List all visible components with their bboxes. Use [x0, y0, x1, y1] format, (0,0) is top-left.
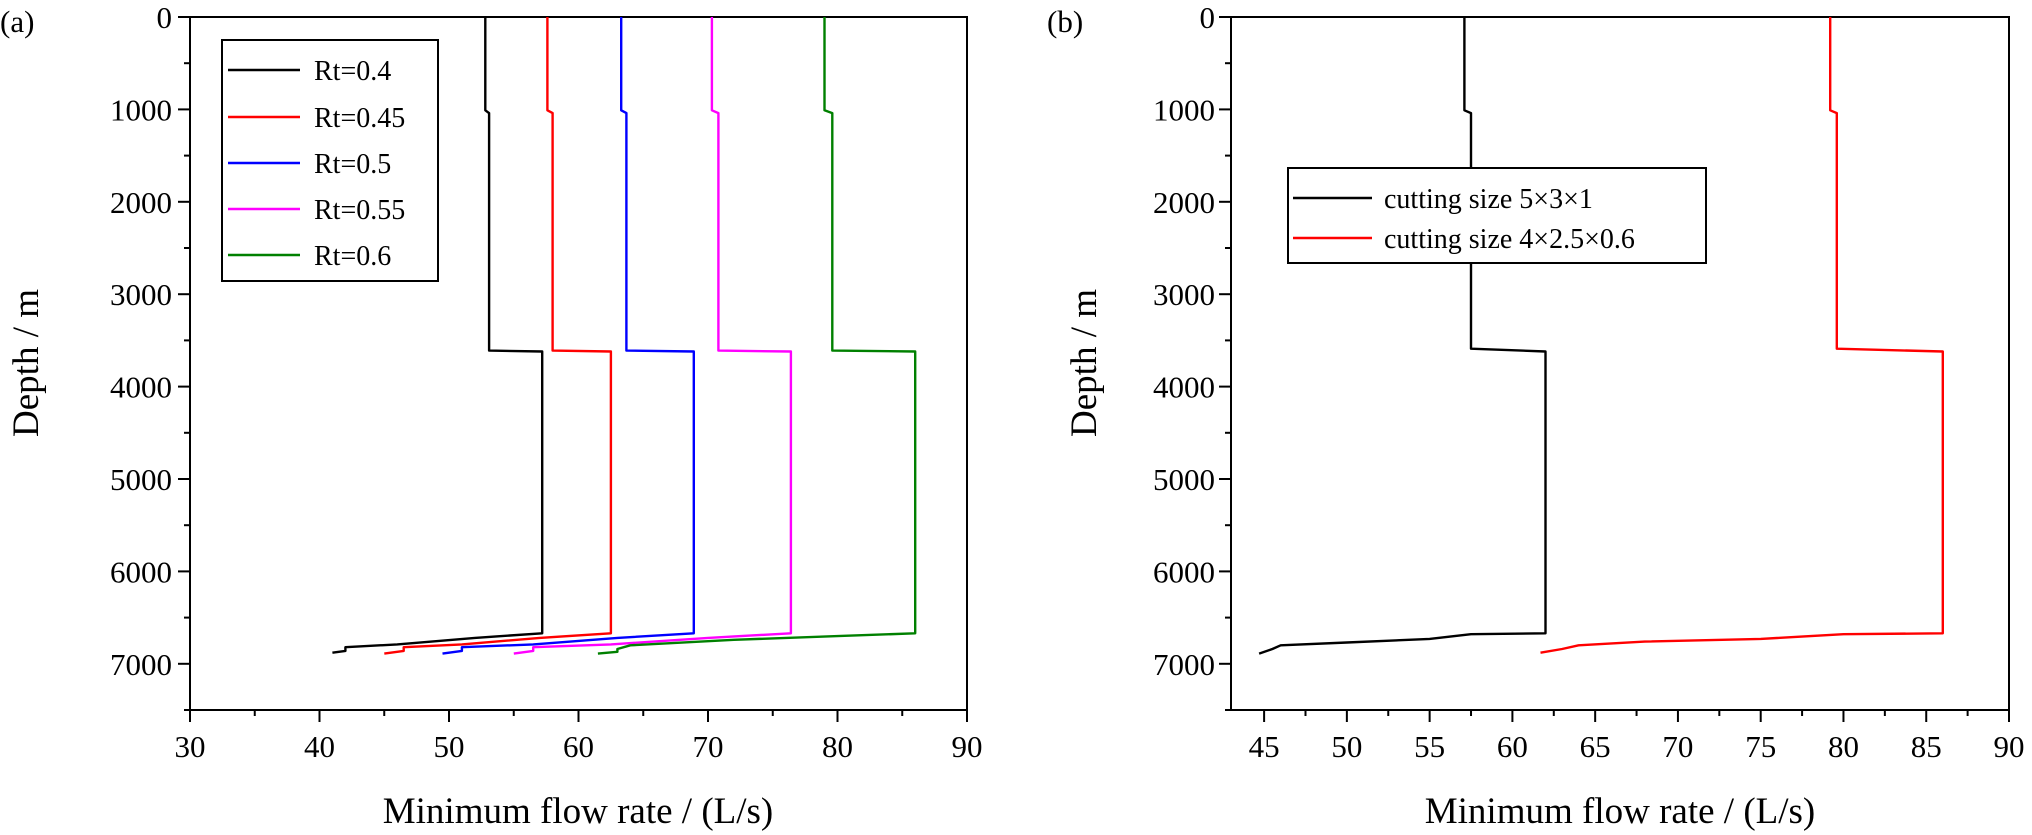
- panel-a-legend: Rt=0.4 Rt=0.45 Rt=0.5 Rt=0.55 Rt=0.6: [221, 39, 439, 282]
- panel-a-legend-entry: Rt=0.45: [314, 103, 405, 134]
- panel-a-ytick-label: 6000: [110, 554, 172, 589]
- panel-b-legend-frame: [1287, 167, 1707, 264]
- panel-a-xtick-label: 30: [175, 729, 206, 764]
- panel-a-xtick-label: 50: [434, 729, 465, 764]
- panel-b-legend-entry: cutting size 4×2.5×0.6: [1384, 224, 1635, 255]
- panel-a-ytick-label: 7000: [110, 647, 172, 682]
- panel-b-ytick-label: 5000: [1153, 462, 1215, 497]
- panel-b-ytick-label: 4000: [1153, 370, 1215, 405]
- panel-a-legend-entry: Rt=0.4: [314, 56, 391, 87]
- panel-b-x-axis-title: Minimum flow rate / (L/s): [1425, 791, 1816, 832]
- panel-b-xtick-label: 75: [1745, 729, 1776, 764]
- panel-b-xtick-label: 60: [1497, 729, 1528, 764]
- panel-b-plot-frame: [1230, 16, 2010, 711]
- panel-a-series-line-1: [384, 17, 613, 655]
- panel-a: (a) 30 40 50 60 70 80 90 0 1000 2000 300…: [0, 0, 983, 832]
- panel-a-xtick-label: 40: [304, 729, 335, 764]
- panel-a-ytick-label: 0: [157, 0, 173, 35]
- panel-b-xtick-label: 90: [1994, 729, 2025, 764]
- panel-b-y-axis-title: Depth / m: [1064, 289, 1105, 437]
- panel-b-xtick-label: 45: [1249, 729, 1280, 764]
- panel-a-xtick-label: 70: [693, 729, 724, 764]
- panel-b-ytick-label: 1000: [1153, 92, 1215, 127]
- panel-b: (b) 45 50 55 60 65 70 75 80 85 90 0 1000…: [1047, 0, 2025, 832]
- panel-a-xtick-label: 60: [563, 729, 594, 764]
- panel-a-legend-frame: [221, 39, 439, 282]
- panel-b-ytick-label: 0: [1200, 0, 1216, 35]
- panel-b-series-line-1: [1540, 17, 1945, 654]
- panel-a-ytick-label: 1000: [110, 92, 172, 127]
- panel-b-ytick-label: 2000: [1153, 185, 1215, 220]
- panel-b-ytick-label: 7000: [1153, 647, 1215, 682]
- panel-b-xtick-label: 50: [1331, 729, 1362, 764]
- panel-a-ytick-label: 2000: [110, 185, 172, 220]
- panel-a-x-axis-title: Minimum flow rate / (L/s): [383, 791, 774, 832]
- panel-a-legend-entry: Rt=0.55: [314, 195, 405, 226]
- panel-a-label: (a): [0, 4, 34, 39]
- panel-b-xtick-label: 80: [1828, 729, 1859, 764]
- panel-b-series-line-0: [1258, 17, 1547, 655]
- panel-a-series-line-4: [597, 17, 917, 655]
- panel-b-legend: cutting size 5×3×1 cutting size 4×2.5×0.…: [1287, 167, 1707, 264]
- panel-a-ytick-label: 4000: [110, 370, 172, 405]
- panel-a-legend-entry: Rt=0.6: [314, 241, 391, 272]
- panel-b-xtick-label: 55: [1414, 729, 1445, 764]
- panel-a-xtick-label: 90: [952, 729, 983, 764]
- panel-b-xtick-label: 85: [1911, 729, 1942, 764]
- panel-a-series-line-2: [442, 17, 695, 655]
- panel-b-xtick-label: 70: [1662, 729, 1693, 764]
- panel-b-legend-entry: cutting size 5×3×1: [1384, 184, 1593, 215]
- panel-a-series-line-0: [332, 17, 544, 654]
- panel-a-y-axis-title: Depth / m: [6, 289, 47, 437]
- panel-b-ytick-label: 3000: [1153, 277, 1215, 312]
- panel-b-ytick-label: 6000: [1153, 554, 1215, 589]
- panel-a-xtick-label: 80: [822, 729, 853, 764]
- panel-b-label: (b): [1047, 4, 1083, 39]
- panel-b-xtick-label: 65: [1580, 729, 1611, 764]
- panel-a-series-line-3: [513, 17, 793, 655]
- panel-a-ytick-label: 5000: [110, 462, 172, 497]
- panel-a-legend-entry: Rt=0.5: [314, 149, 391, 180]
- panel-a-ytick-label: 3000: [110, 277, 172, 312]
